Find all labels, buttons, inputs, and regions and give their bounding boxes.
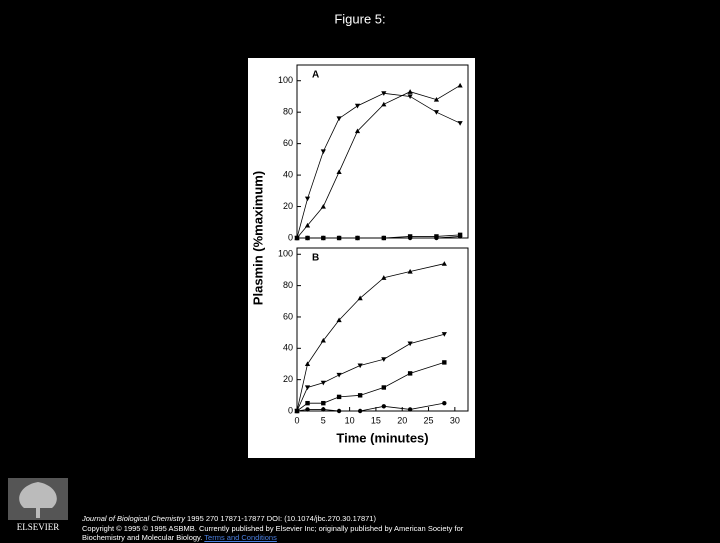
figure-background	[248, 58, 475, 458]
x-axis-label: Time (minutes)	[336, 430, 428, 445]
marker	[336, 116, 342, 122]
series-line	[296, 362, 445, 412]
marker	[381, 275, 387, 280]
logo: ELSEVIER	[8, 478, 68, 532]
y-tick-label: 100	[278, 75, 293, 85]
marker	[336, 169, 342, 175]
marker	[336, 235, 342, 241]
marker	[407, 234, 413, 239]
y-tick-label: 40	[283, 169, 293, 179]
marker	[305, 400, 310, 406]
logo-text: ELSEVIER	[17, 522, 60, 532]
marker	[434, 234, 439, 239]
marker	[407, 94, 413, 100]
marker	[441, 261, 447, 266]
marker	[305, 407, 310, 412]
slide-title: Figure 5:	[334, 11, 385, 26]
marker	[357, 363, 363, 369]
logo-tree	[19, 482, 57, 518]
journal: Journal of Biological Chemistry	[82, 514, 185, 523]
marker	[407, 371, 413, 376]
marker	[407, 89, 413, 94]
marker	[321, 400, 326, 406]
x-tick-label: 20	[397, 415, 407, 425]
marker	[357, 295, 363, 301]
marker	[407, 268, 413, 274]
y-tick-label: 60	[283, 311, 293, 321]
panel-label: A	[312, 70, 319, 81]
x-tick-label: 30	[450, 415, 460, 425]
marker	[433, 110, 440, 115]
series-line	[296, 263, 445, 412]
x-tick-label: 25	[424, 415, 434, 425]
marker	[381, 235, 387, 241]
y-tick-label: 0	[288, 405, 293, 415]
footer: Journal of Biological Chemistry 1995 270…	[82, 514, 502, 543]
plot-frame	[296, 247, 469, 412]
series-line	[296, 333, 445, 412]
marker	[354, 128, 361, 134]
marker	[320, 380, 326, 386]
y-tick-label: 100	[278, 249, 293, 259]
citation: 1995 270 17871-17877 DOI: (10.1074/jbc.2…	[184, 514, 376, 523]
y-axis-label: Plasmin (%maximum)	[250, 171, 265, 305]
terms-link[interactable]: Terms and Conditions	[204, 533, 277, 542]
marker	[336, 394, 342, 400]
marker	[381, 404, 387, 409]
marker	[381, 385, 387, 390]
marker	[294, 408, 300, 414]
marker	[407, 407, 413, 412]
y-tick-label: 0	[288, 232, 293, 242]
marker	[357, 393, 363, 398]
marker	[442, 360, 447, 365]
marker	[321, 407, 326, 412]
marker	[407, 341, 413, 347]
marker	[320, 337, 326, 343]
marker	[320, 203, 326, 209]
x-tick-label: 10	[345, 415, 355, 425]
y-tick-label: 80	[283, 280, 293, 290]
copyright: Copyright © 1995 © 1995 ASBMB. Currently…	[82, 523, 464, 543]
marker	[304, 222, 311, 228]
marker	[441, 332, 447, 337]
series-line	[296, 402, 445, 412]
marker	[336, 372, 342, 378]
y-tick-label: 80	[283, 107, 293, 117]
citation-line: Journal of Biological Chemistry 1995 270…	[82, 514, 502, 524]
marker	[354, 103, 361, 109]
marker	[381, 101, 387, 107]
marker	[355, 235, 360, 241]
y-tick-label: 60	[283, 138, 293, 148]
marker	[457, 121, 463, 126]
x-tick-label: 0	[294, 415, 299, 425]
panel-label: B	[312, 253, 319, 264]
marker	[294, 235, 300, 241]
marker	[433, 97, 440, 102]
marker	[457, 232, 463, 238]
marker	[442, 400, 447, 406]
marker	[381, 91, 387, 96]
y-tick-label: 40	[283, 343, 293, 353]
y-tick-label: 20	[283, 201, 293, 211]
x-tick-label: 5	[321, 415, 326, 425]
marker	[304, 385, 311, 391]
marker	[305, 235, 310, 241]
x-tick-label: 15	[371, 415, 381, 425]
marker	[336, 408, 342, 414]
marker	[304, 196, 311, 202]
y-tick-label: 20	[283, 374, 293, 384]
marker	[457, 82, 463, 88]
marker	[381, 357, 387, 362]
marker	[304, 361, 311, 367]
marker	[336, 317, 342, 323]
marker	[357, 408, 363, 414]
marker	[320, 149, 326, 155]
marker	[321, 235, 326, 241]
